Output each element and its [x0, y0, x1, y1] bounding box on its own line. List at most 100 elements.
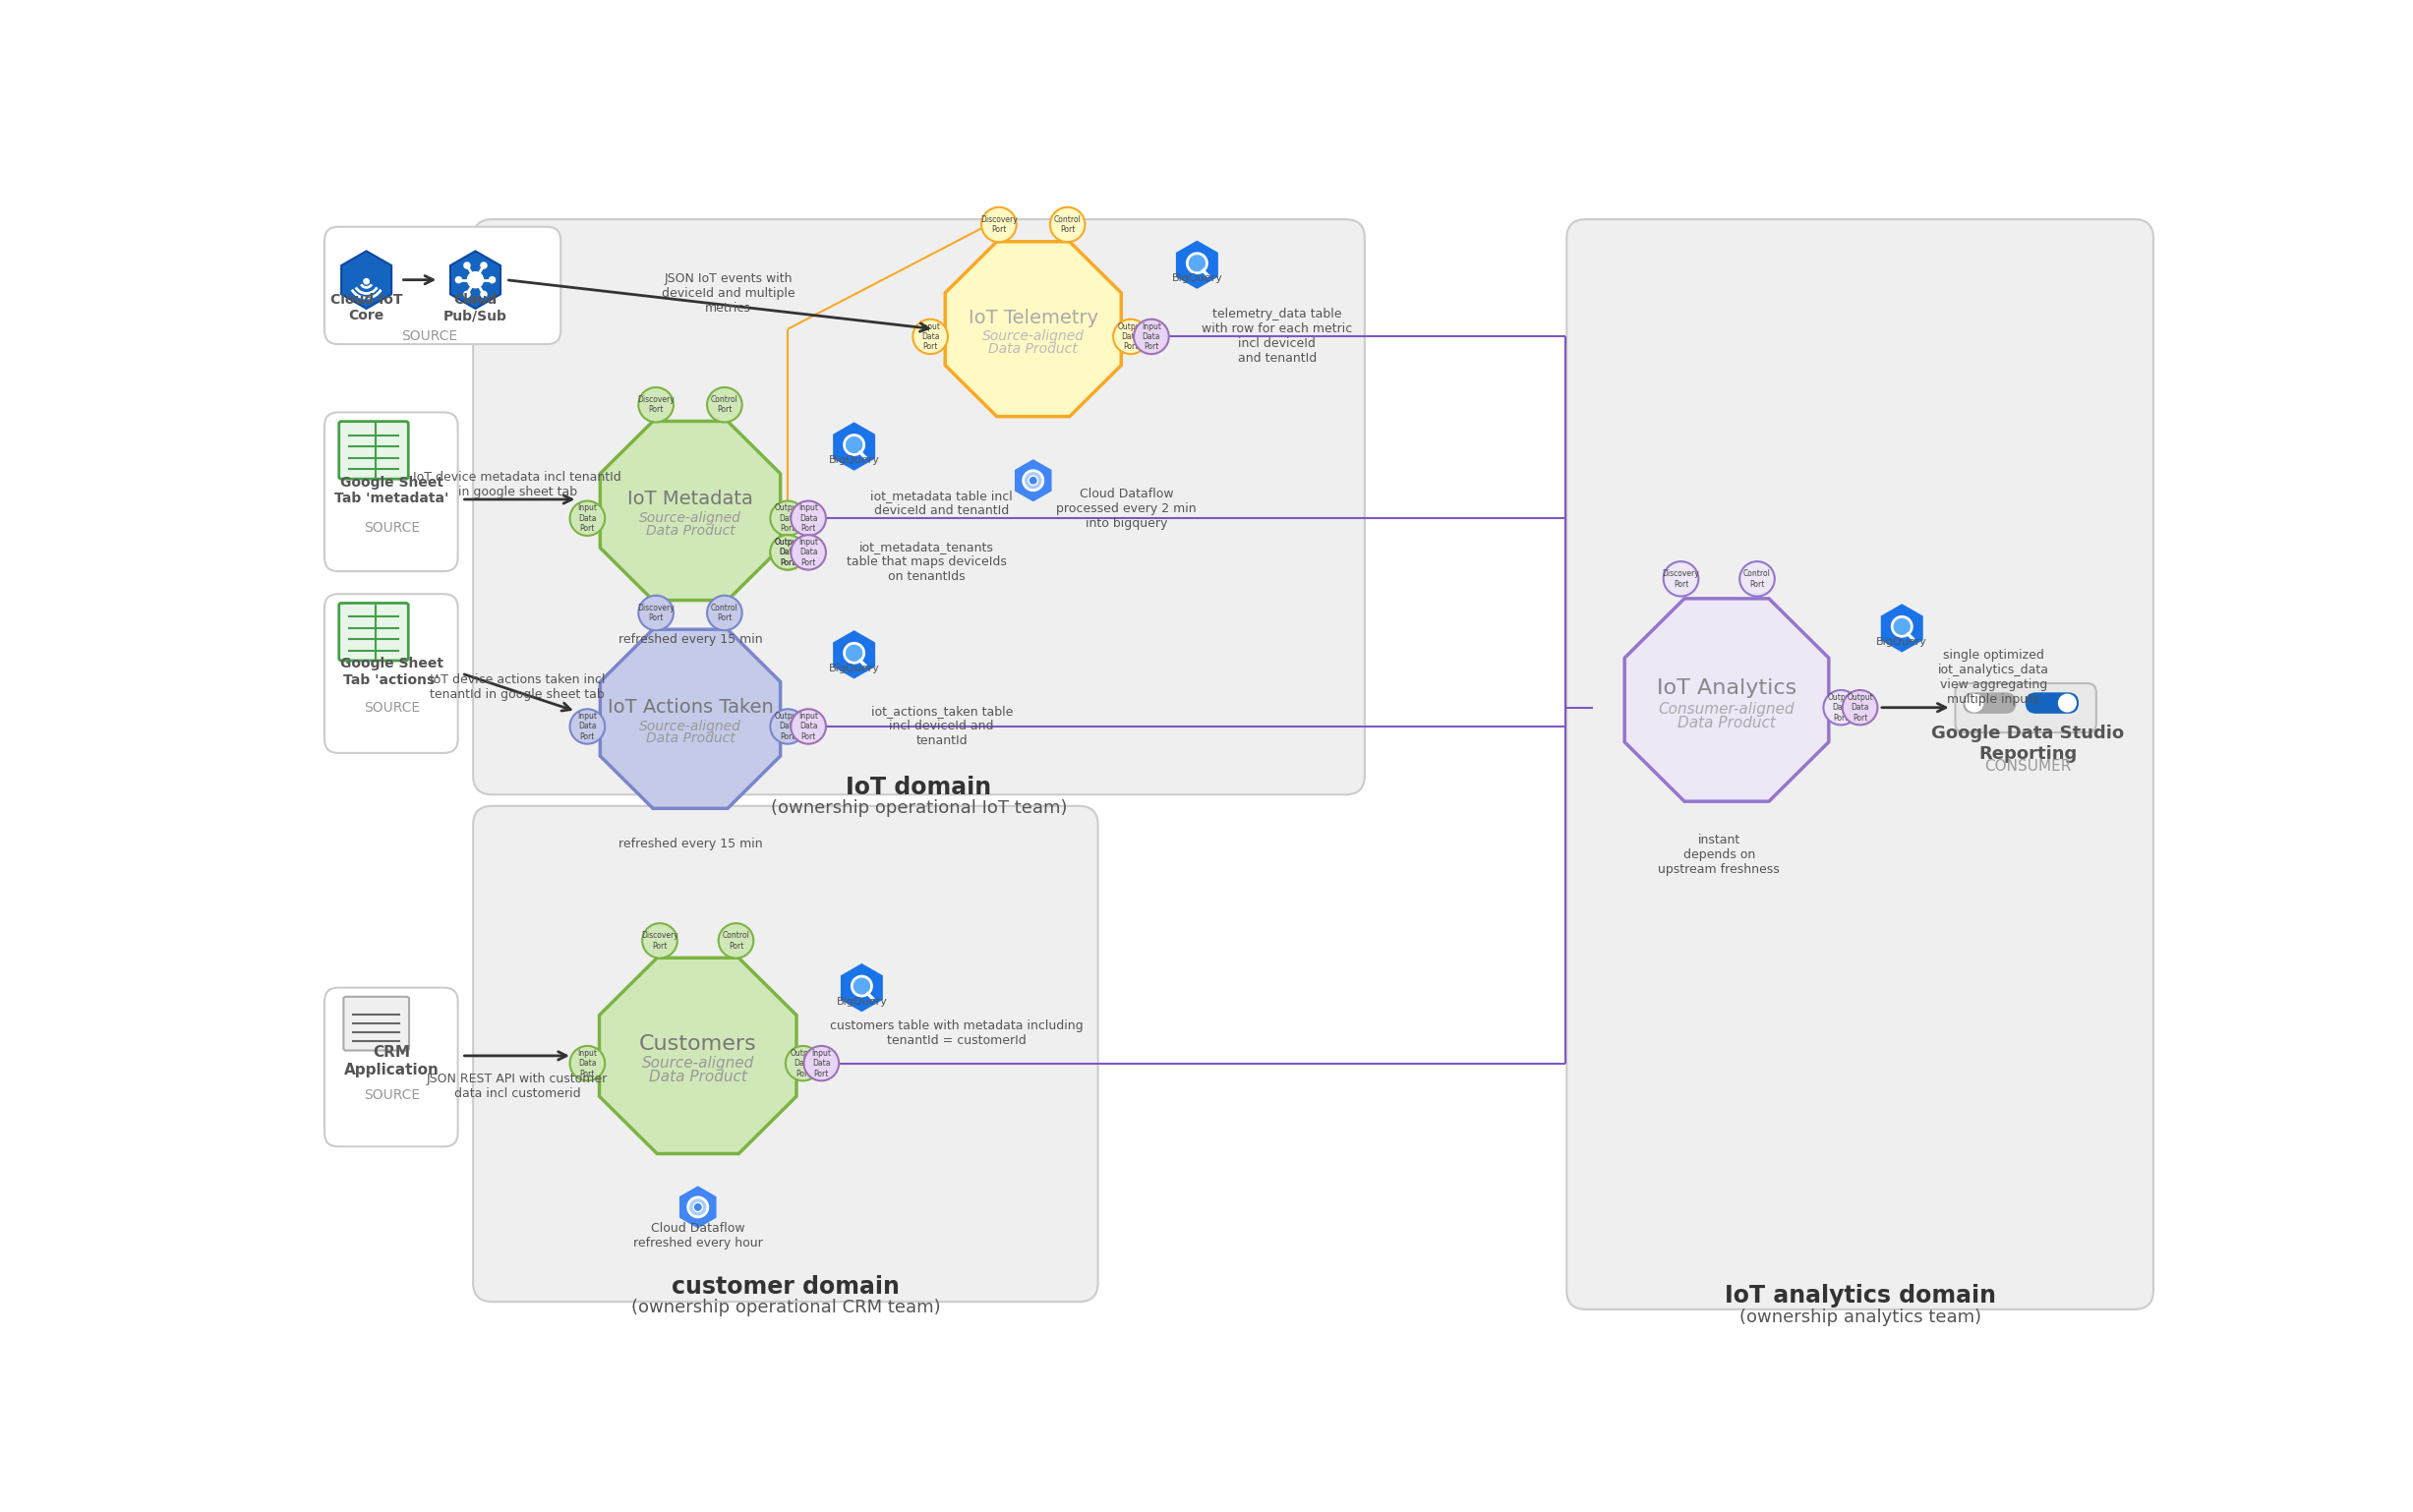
Text: BigQuery: BigQuery	[1877, 637, 1928, 647]
Circle shape	[1112, 319, 1149, 354]
FancyBboxPatch shape	[338, 603, 408, 661]
Circle shape	[791, 500, 825, 535]
Circle shape	[804, 1046, 840, 1081]
Circle shape	[845, 435, 864, 455]
FancyBboxPatch shape	[2025, 692, 2078, 714]
Text: SOURCE: SOURCE	[364, 1089, 420, 1102]
Text: (ownership operational IoT team): (ownership operational IoT team)	[770, 800, 1067, 816]
Text: Google Data Studio
Reporting: Google Data Studio Reporting	[1930, 724, 2123, 764]
Circle shape	[364, 280, 369, 284]
Text: (ownership operational CRM team): (ownership operational CRM team)	[630, 1299, 941, 1317]
Text: SOURCE: SOURCE	[401, 330, 458, 343]
Text: Data Product: Data Product	[989, 342, 1079, 355]
Text: JSON IoT events with
deviceId and multiple
metrics: JSON IoT events with deviceId and multip…	[661, 272, 794, 314]
Text: Data Product: Data Product	[647, 732, 736, 745]
Text: Input
Data
Port: Input Data Port	[811, 1049, 830, 1078]
Circle shape	[569, 500, 606, 535]
Text: Control
Port: Control Port	[1054, 215, 1081, 234]
Circle shape	[1028, 476, 1038, 485]
Polygon shape	[832, 631, 876, 679]
Text: Discovery
Port: Discovery Port	[1663, 570, 1699, 588]
Text: Input
Data
Port: Input Data Port	[577, 503, 598, 532]
Text: JSON REST API with customer
data incl customerid: JSON REST API with customer data incl cu…	[427, 1072, 608, 1099]
Circle shape	[1824, 689, 1858, 724]
Text: IoT Telemetry: IoT Telemetry	[968, 308, 1098, 327]
Text: Output
Data
Port: Output Data Port	[775, 503, 801, 532]
Text: Input
Data
Port: Input Data Port	[1141, 322, 1161, 351]
Text: single optimized
iot_analytics_data
view aggregating
multiple inputs: single optimized iot_analytics_data view…	[1938, 649, 2049, 706]
Text: Input
Data
Port: Input Data Port	[919, 322, 941, 351]
Circle shape	[1023, 470, 1042, 490]
Circle shape	[707, 387, 743, 422]
Text: Cloud Dataflow
refreshed every hour: Cloud Dataflow refreshed every hour	[632, 1222, 763, 1250]
Text: IoT domain: IoT domain	[847, 776, 992, 798]
Circle shape	[490, 277, 495, 283]
Circle shape	[845, 643, 864, 662]
Polygon shape	[832, 422, 876, 470]
Text: CONSUMER: CONSUMER	[1983, 759, 2070, 774]
Circle shape	[791, 709, 825, 744]
Text: Source-aligned: Source-aligned	[642, 1055, 753, 1070]
Text: SOURCE: SOURCE	[364, 522, 420, 535]
Polygon shape	[601, 422, 779, 600]
Circle shape	[456, 277, 461, 283]
Circle shape	[1663, 561, 1699, 596]
Circle shape	[707, 596, 743, 631]
Text: refreshed every 15 min: refreshed every 15 min	[618, 634, 763, 646]
Text: Output
Data
Port: Output Data Port	[789, 1049, 816, 1078]
Polygon shape	[1624, 599, 1829, 801]
Circle shape	[468, 272, 483, 287]
Circle shape	[463, 292, 471, 296]
FancyBboxPatch shape	[323, 987, 458, 1146]
Text: Discovery
Port: Discovery Port	[637, 395, 676, 414]
Text: customers table with metadata including
tenantId = customerId: customers table with metadata including …	[830, 1019, 1083, 1046]
Text: Output
Data
Port: Output Data Port	[775, 712, 801, 741]
Text: IoT device actions taken incl
tenantId in google sheet tab: IoT device actions taken incl tenantId i…	[430, 673, 606, 702]
Text: Source-aligned: Source-aligned	[639, 511, 741, 525]
Circle shape	[569, 1046, 606, 1081]
Text: Output
Data
Port: Output Data Port	[1846, 692, 1872, 723]
Polygon shape	[1880, 603, 1923, 652]
Text: IoT Analytics: IoT Analytics	[1658, 679, 1798, 699]
FancyBboxPatch shape	[1955, 683, 2097, 732]
FancyBboxPatch shape	[323, 227, 560, 345]
FancyBboxPatch shape	[473, 219, 1366, 795]
Polygon shape	[598, 957, 796, 1154]
Circle shape	[719, 924, 753, 959]
Circle shape	[1844, 689, 1877, 724]
Text: Output
Data
Port: Output Data Port	[775, 538, 801, 567]
Polygon shape	[680, 1185, 717, 1228]
Circle shape	[639, 387, 673, 422]
Polygon shape	[601, 629, 779, 809]
Text: Discovery
Port: Discovery Port	[637, 603, 676, 623]
Text: refreshed every 15 min: refreshed every 15 min	[618, 838, 763, 850]
FancyBboxPatch shape	[323, 413, 458, 572]
Text: Customers: Customers	[639, 1034, 758, 1054]
Text: telemetry_data table
with row for each metric
incl deviceId
and tenantId: telemetry_data table with row for each m…	[1202, 308, 1351, 364]
FancyBboxPatch shape	[473, 806, 1098, 1302]
Text: Google Sheet
Tab 'metadata': Google Sheet Tab 'metadata'	[335, 475, 449, 505]
Text: IoT analytics domain: IoT analytics domain	[1725, 1284, 1996, 1308]
Circle shape	[770, 535, 806, 570]
Text: Source-aligned: Source-aligned	[982, 330, 1083, 343]
Circle shape	[791, 535, 825, 570]
Circle shape	[770, 500, 806, 535]
Text: Cloud Dataflow
processed every 2 min
into bigquery: Cloud Dataflow processed every 2 min int…	[1057, 487, 1197, 529]
Text: (ownership analytics team): (ownership analytics team)	[1740, 1308, 1981, 1326]
Circle shape	[642, 924, 678, 959]
Text: iot_metadata table incl
deviceId and tenantId: iot_metadata table incl deviceId and ten…	[871, 490, 1013, 517]
Circle shape	[1967, 694, 1983, 711]
Circle shape	[852, 977, 871, 996]
Text: IoT device metadata incl tenantId
in google sheet tab: IoT device metadata incl tenantId in goo…	[413, 470, 623, 497]
Text: Cloud
Pub/Sub: Cloud Pub/Sub	[444, 293, 507, 322]
Text: Control
Port: Control Port	[712, 603, 738, 623]
Text: Discovery
Port: Discovery Port	[980, 215, 1018, 234]
Text: Output
Data
Port: Output Data Port	[775, 538, 801, 567]
Polygon shape	[840, 963, 883, 1012]
Text: Data Product: Data Product	[647, 523, 736, 537]
Circle shape	[1134, 319, 1168, 354]
Text: instant
depends on
upstream freshness: instant depends on upstream freshness	[1658, 835, 1781, 877]
Text: CRM
Application: CRM Application	[345, 1045, 439, 1077]
Circle shape	[982, 207, 1016, 242]
Text: BigQuery: BigQuery	[1173, 274, 1223, 284]
